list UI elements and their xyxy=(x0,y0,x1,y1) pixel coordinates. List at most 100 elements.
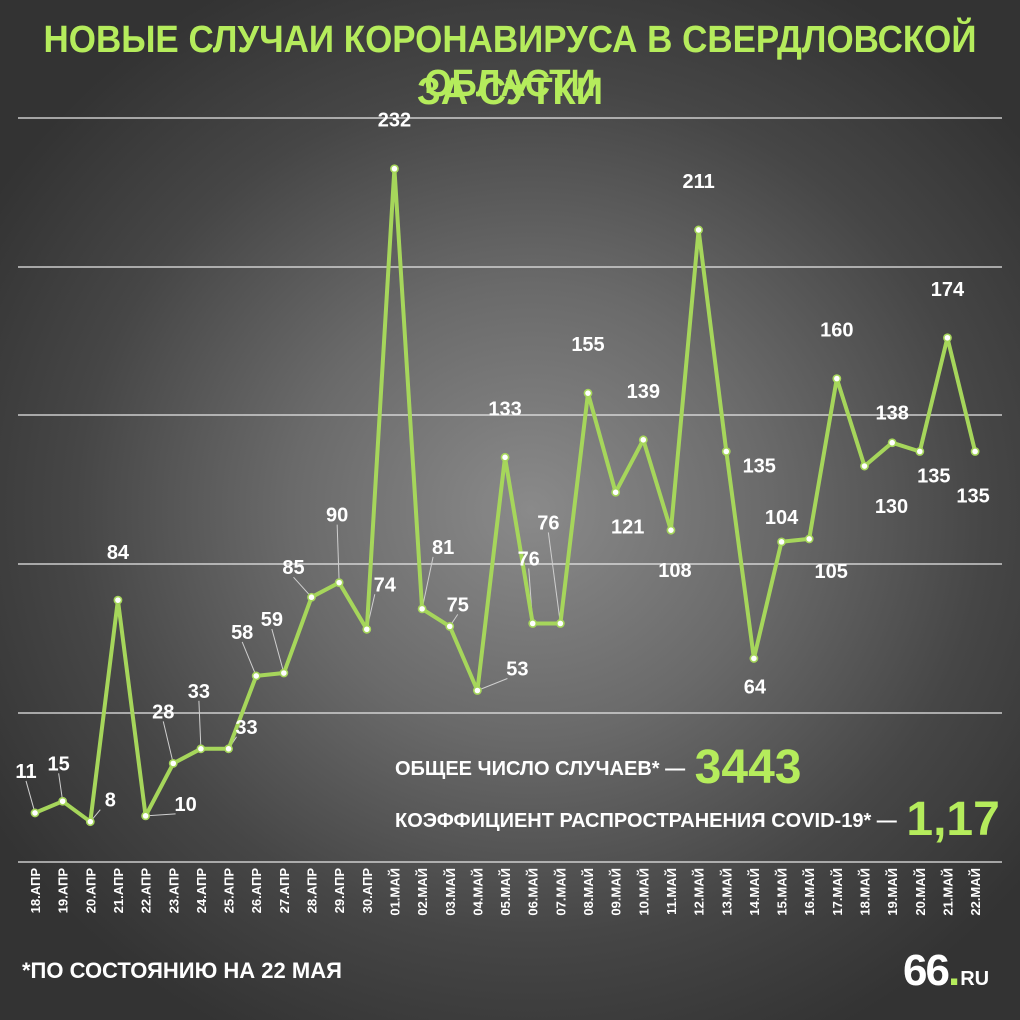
data-label: 160 xyxy=(820,320,853,342)
leader-line xyxy=(421,556,434,609)
total-cases-label: ОБЩЕЕ ЧИСЛО СЛУЧАЕВ* — xyxy=(395,758,686,780)
data-point xyxy=(555,619,565,628)
spread-ratio-label: КОЭФФИЦИЕНТ РАСПРОСТРАНЕНИЯ COVID-19* — xyxy=(395,810,897,832)
data-label: 33 xyxy=(235,717,257,739)
x-tick-label: 05.МАЙ xyxy=(498,868,513,916)
x-tick-label: 28.АПР xyxy=(305,868,320,914)
x-tick-label: 17.МАЙ xyxy=(830,868,845,916)
data-label: 138 xyxy=(875,403,908,425)
x-axis-tick-labels: 18.АПР 19.АПР 20.АПР 21.АПР 22.АПР 23.АПР 24.А… xyxy=(28,868,983,916)
data-point xyxy=(417,604,427,614)
x-tick-label: 14.МАЙ xyxy=(747,868,762,916)
data-point xyxy=(307,592,316,602)
leader-line xyxy=(547,532,561,624)
data-label: 11 xyxy=(15,761,36,783)
x-tick-label: 11.МАЙ xyxy=(664,868,679,915)
x-tick-label: 08.МАЙ xyxy=(581,868,596,916)
x-tick-label: 16.МАЙ xyxy=(802,868,817,916)
site-logo: 66.RU xyxy=(903,946,989,996)
data-label: 76 xyxy=(537,512,559,534)
data-point xyxy=(777,537,786,547)
spread-ratio-summary: КОЭФФИЦИЕНТ РАСПРОСТРАНЕНИЯ COVID-19* — … xyxy=(395,792,1000,847)
data-label: 174 xyxy=(931,279,965,301)
data-label: 139 xyxy=(627,381,660,403)
logo-domain: RU xyxy=(960,968,990,990)
leader-line xyxy=(241,641,257,677)
data-label: 232 xyxy=(378,110,411,132)
x-tick-label: 27.АПР xyxy=(277,868,292,914)
data-label: 211 xyxy=(682,171,714,193)
data-labels: 11 15884102833335859859074232817553133767… xyxy=(15,110,989,816)
data-point xyxy=(611,487,621,497)
data-label: 75 xyxy=(447,594,469,616)
data-label: 85 xyxy=(282,557,304,579)
logo-dot: . xyxy=(947,946,961,995)
data-point xyxy=(583,388,593,398)
data-point xyxy=(749,654,759,663)
leader-line xyxy=(162,721,174,764)
chart-title-line-1: НОВЫЕ СЛУЧАИ КОРОНАВИРУСА В СВЕРДЛОВСКОЙ… xyxy=(43,19,977,105)
x-tick-label: 01.МАЙ xyxy=(387,868,402,916)
data-point xyxy=(943,333,952,343)
data-label: 104 xyxy=(765,507,799,529)
data-label: 8 xyxy=(105,790,116,812)
x-tick-label: 18.АПР xyxy=(28,868,43,914)
data-label: 84 xyxy=(107,542,130,564)
total-cases-summary: ОБЩЕЕ ЧИСЛО СЛУЧАЕВ* — 3443 xyxy=(395,740,801,795)
data-label: 15 xyxy=(48,753,70,775)
data-point xyxy=(445,621,455,631)
data-label: 76 xyxy=(518,548,540,570)
leader-line xyxy=(145,813,176,817)
data-point xyxy=(279,668,289,678)
data-point xyxy=(528,619,538,628)
data-point xyxy=(887,438,897,448)
data-point xyxy=(85,817,95,827)
data-point xyxy=(694,225,703,235)
x-tick-label: 13.МАЙ xyxy=(719,868,734,916)
data-point xyxy=(224,744,233,754)
data-label: 108 xyxy=(658,560,691,582)
data-label: 121 xyxy=(611,516,644,538)
data-point xyxy=(500,452,510,462)
x-tick-label: 02.МАЙ xyxy=(415,868,430,916)
data-point xyxy=(472,686,482,695)
leader-line xyxy=(58,773,64,802)
x-tick-label: 06.МАЙ xyxy=(526,868,541,916)
logo-number: 66 xyxy=(903,946,950,995)
data-label: 53 xyxy=(506,659,528,681)
data-label: 130 xyxy=(875,496,908,518)
data-label: 64 xyxy=(744,676,767,698)
data-point xyxy=(113,595,123,605)
x-tick-label: 19.МАЙ xyxy=(885,868,900,916)
data-point xyxy=(58,796,68,806)
x-tick-label: 20.МАЙ xyxy=(913,868,928,916)
data-point xyxy=(915,447,925,456)
footnote: *ПО СОСТОЯНИЮ НА 22 МАЯ xyxy=(22,958,342,983)
x-tick-label: 30.АПР xyxy=(360,868,375,914)
x-tick-label: 22.АПР xyxy=(139,868,154,914)
x-tick-label: 10.МАЙ xyxy=(636,868,651,916)
x-tick-label: 18.МАЙ xyxy=(858,868,873,916)
data-label: 81 xyxy=(432,537,454,559)
data-point xyxy=(334,578,344,588)
x-tick-label: 19.АПР xyxy=(56,868,71,914)
x-tick-label: 04.МАЙ xyxy=(470,868,485,916)
data-point xyxy=(970,447,980,456)
data-points xyxy=(30,164,980,827)
data-label: 135 xyxy=(956,485,989,507)
data-point xyxy=(666,525,676,535)
data-point xyxy=(196,744,206,754)
data-label: 90 xyxy=(326,505,348,527)
leader-line xyxy=(271,628,285,674)
leader-line xyxy=(198,700,202,749)
x-tick-label: 23.АПР xyxy=(166,868,181,914)
data-label: 105 xyxy=(815,561,848,583)
data-label: 33 xyxy=(188,681,210,703)
data-point xyxy=(390,164,399,174)
x-tick-label: 24.АПР xyxy=(194,868,209,914)
x-tick-label: 12.МАЙ xyxy=(692,868,707,916)
spread-ratio-value: 1,17 xyxy=(906,793,1000,846)
data-label: 28 xyxy=(152,701,174,723)
data-label: 59 xyxy=(261,609,283,631)
